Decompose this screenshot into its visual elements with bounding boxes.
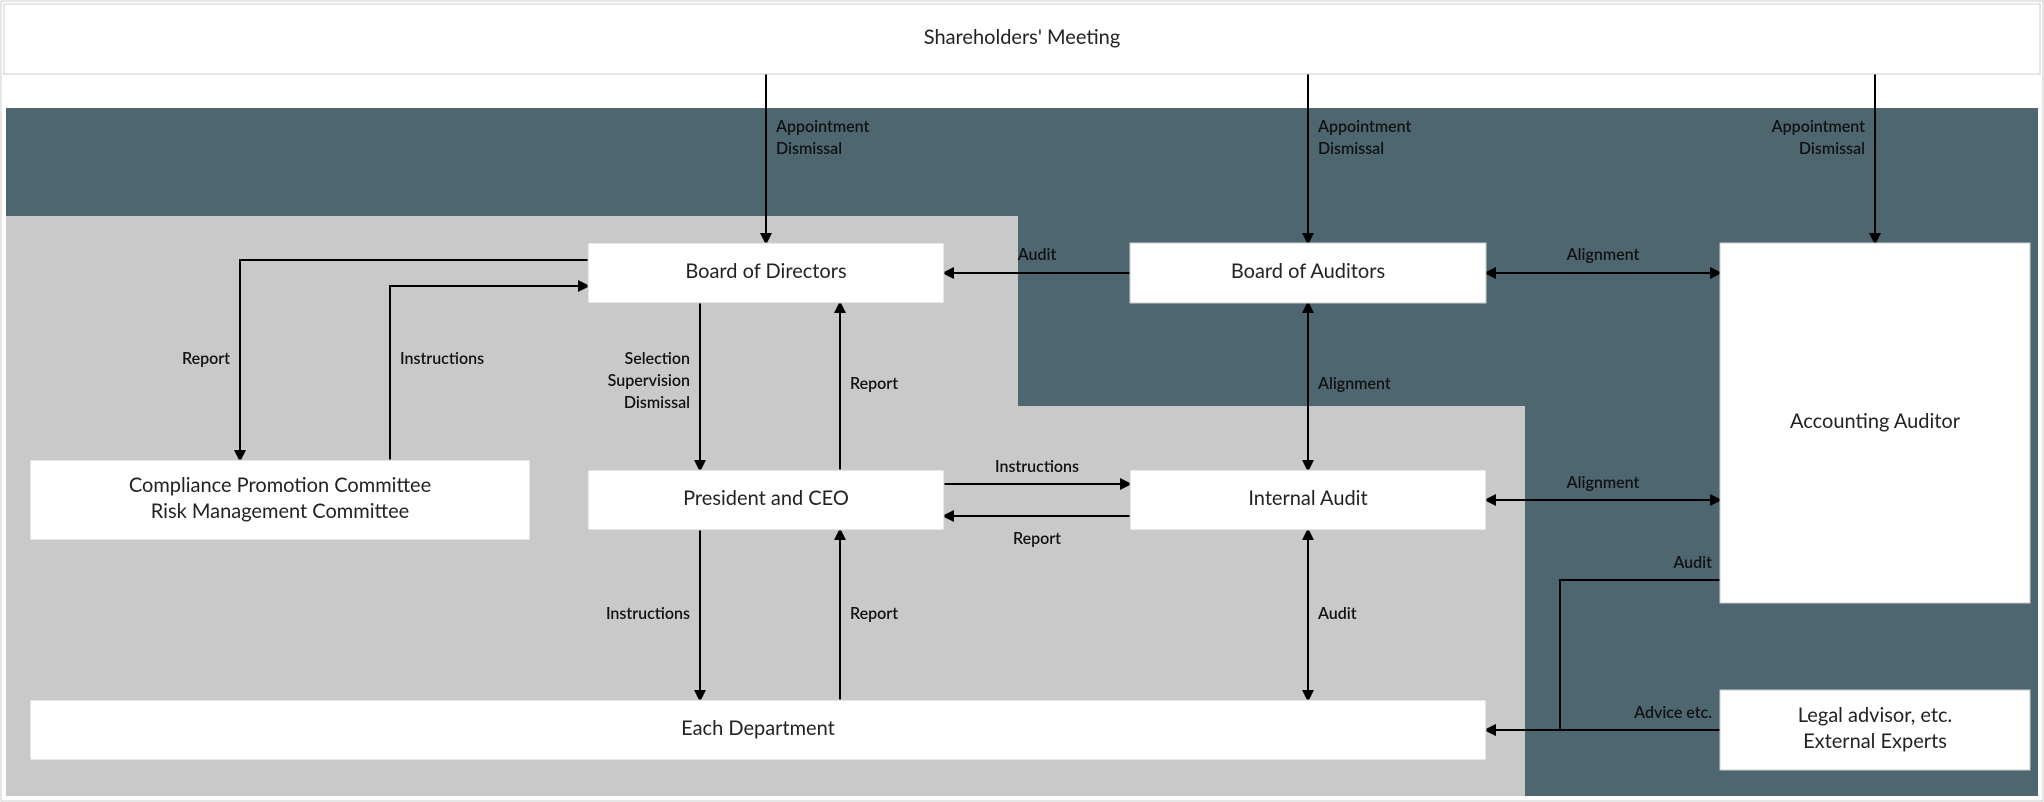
edge-label-president-to-internal-instr-0: Instructions: [995, 457, 1079, 476]
governance-diagram: Shareholders' Meeting Board of Directors B…: [0, 0, 2044, 802]
node-label-compliance-0: Compliance Promotion Committee: [129, 473, 431, 497]
edge-label-auditors-to-directors-0: Audit: [1017, 245, 1057, 264]
edge-label-directors-to-president-0: Selection: [625, 349, 690, 368]
node-accounting_auditor: Accounting Auditor: [1720, 243, 2030, 603]
edge-label-internal-accounting-align-0: Alignment: [1566, 473, 1640, 492]
node-shareholders: Shareholders' Meeting: [4, 4, 2040, 74]
node-board_directors: Board of Directors: [588, 243, 944, 303]
edge-label-directors-to-president-2: Dismissal: [624, 393, 690, 412]
edge-label-internal-to-president-report-0: Report: [1013, 529, 1061, 548]
node-label-internal_audit: Internal Audit: [1248, 486, 1367, 510]
node-label-each_department: Each Department: [681, 716, 835, 740]
node-each_department: Each Department: [30, 700, 1486, 760]
edge-label-sh-to-accounting-1: Dismissal: [1799, 139, 1865, 158]
edge-label-auditors-internal-align-0: Alignment: [1317, 374, 1391, 393]
edge-label-sh-to-accounting-0: Appointment: [1771, 117, 1865, 136]
node-label-shareholders: Shareholders' Meeting: [924, 25, 1120, 49]
node-president: President and CEO: [588, 470, 944, 530]
node-compliance: Compliance Promotion CommitteeRisk Manag…: [30, 460, 530, 540]
node-board_auditors: Board of Auditors: [1130, 243, 1486, 303]
node-label-accounting_auditor: Accounting Auditor: [1790, 409, 1961, 433]
node-internal_audit: Internal Audit: [1130, 470, 1486, 530]
edge-label-compliance-to-directors-0: Instructions: [400, 349, 484, 368]
node-label-compliance-1: Risk Management Committee: [151, 499, 410, 523]
node-label-board_directors: Board of Directors: [685, 259, 846, 283]
edge-label-auditors-accounting-align-0: Alignment: [1566, 245, 1640, 264]
edge-label-internal-dept-audit-0: Audit: [1317, 604, 1357, 623]
edge-label-sh-to-auditors-1: Dismissal: [1318, 139, 1384, 158]
edge-label-sh-to-directors-1: Dismissal: [776, 139, 842, 158]
node-label-president: President and CEO: [683, 486, 849, 510]
node-label-board_auditors: Board of Auditors: [1231, 259, 1385, 283]
edge-label-dept-to-president-report-0: Report: [850, 604, 898, 623]
edge-label-president-to-dept-instr-0: Instructions: [606, 604, 690, 623]
edge-label-legal-to-dept-advice-0: Advice etc.: [1633, 703, 1712, 722]
node-label-legal_advisor-1: External Experts: [1803, 729, 1947, 753]
edge-label-directors-to-compliance-0: Report: [182, 349, 230, 368]
node-label-legal_advisor-0: Legal advisor, etc.: [1798, 703, 1953, 727]
edge-label-sh-to-auditors-0: Appointment: [1317, 117, 1411, 136]
edge-label-accounting-to-dept-audit-0: Audit: [1672, 553, 1712, 572]
edge-label-president-to-directors-report-0: Report: [850, 374, 898, 393]
node-legal_advisor: Legal advisor, etc.External Experts: [1720, 690, 2030, 770]
edge-label-sh-to-directors-0: Appointment: [775, 117, 869, 136]
edge-label-directors-to-president-1: Supervision: [608, 371, 690, 390]
